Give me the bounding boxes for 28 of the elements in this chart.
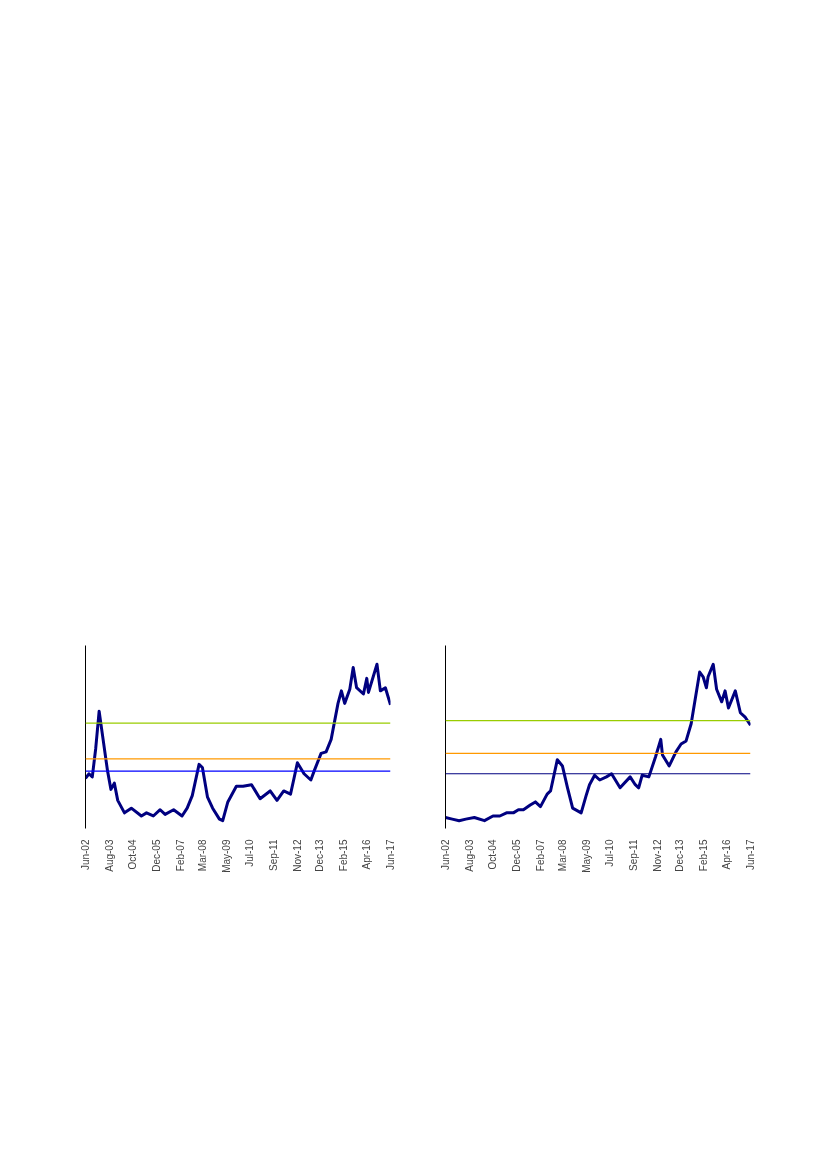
x-tick-label: Jun-02 — [80, 839, 91, 871]
x-tick-label: Jun-17 — [385, 839, 396, 871]
x-tick-label: Jun-17 — [745, 839, 756, 871]
x-tick-label: Feb-15 — [337, 839, 349, 872]
x-tick-label: Sep-11 — [268, 839, 280, 871]
x-tick-label: Mar-08 — [556, 839, 568, 872]
x-tick-label: Nov-12 — [651, 839, 663, 872]
x-tick-label: Sep-11 — [628, 839, 640, 871]
x-tick-label: Aug-03 — [103, 839, 115, 872]
x-tick-label: Oct-04 — [487, 839, 499, 870]
x-tick-label: Mar-08 — [196, 839, 208, 872]
x-tick-label: Oct-04 — [127, 839, 139, 870]
x-tick-label: May-09 — [220, 839, 232, 873]
x-tick-label: Dec-13 — [673, 839, 685, 872]
x-tick-label: Jul-10 — [604, 839, 616, 867]
x-tick-label: Dec-05 — [511, 839, 523, 872]
x-tick-label: Jun-02 — [440, 839, 451, 871]
x-tick-label: Apr-16 — [361, 839, 373, 870]
x-tick-label: Aug-03 — [463, 839, 475, 872]
x-tick-label: Jul-10 — [244, 839, 256, 867]
x-tick-label: Feb-07 — [534, 839, 546, 872]
x-tick-label: Dec-05 — [151, 839, 163, 872]
x-tick-label: Nov-12 — [291, 839, 303, 872]
x-tick-label: Feb-07 — [174, 839, 186, 872]
x-tick-label: Feb-15 — [697, 839, 709, 872]
x-tick-label: May-09 — [580, 839, 592, 873]
x-tick-label: Apr-16 — [721, 839, 733, 870]
x-tick-label: Dec-13 — [313, 839, 325, 872]
